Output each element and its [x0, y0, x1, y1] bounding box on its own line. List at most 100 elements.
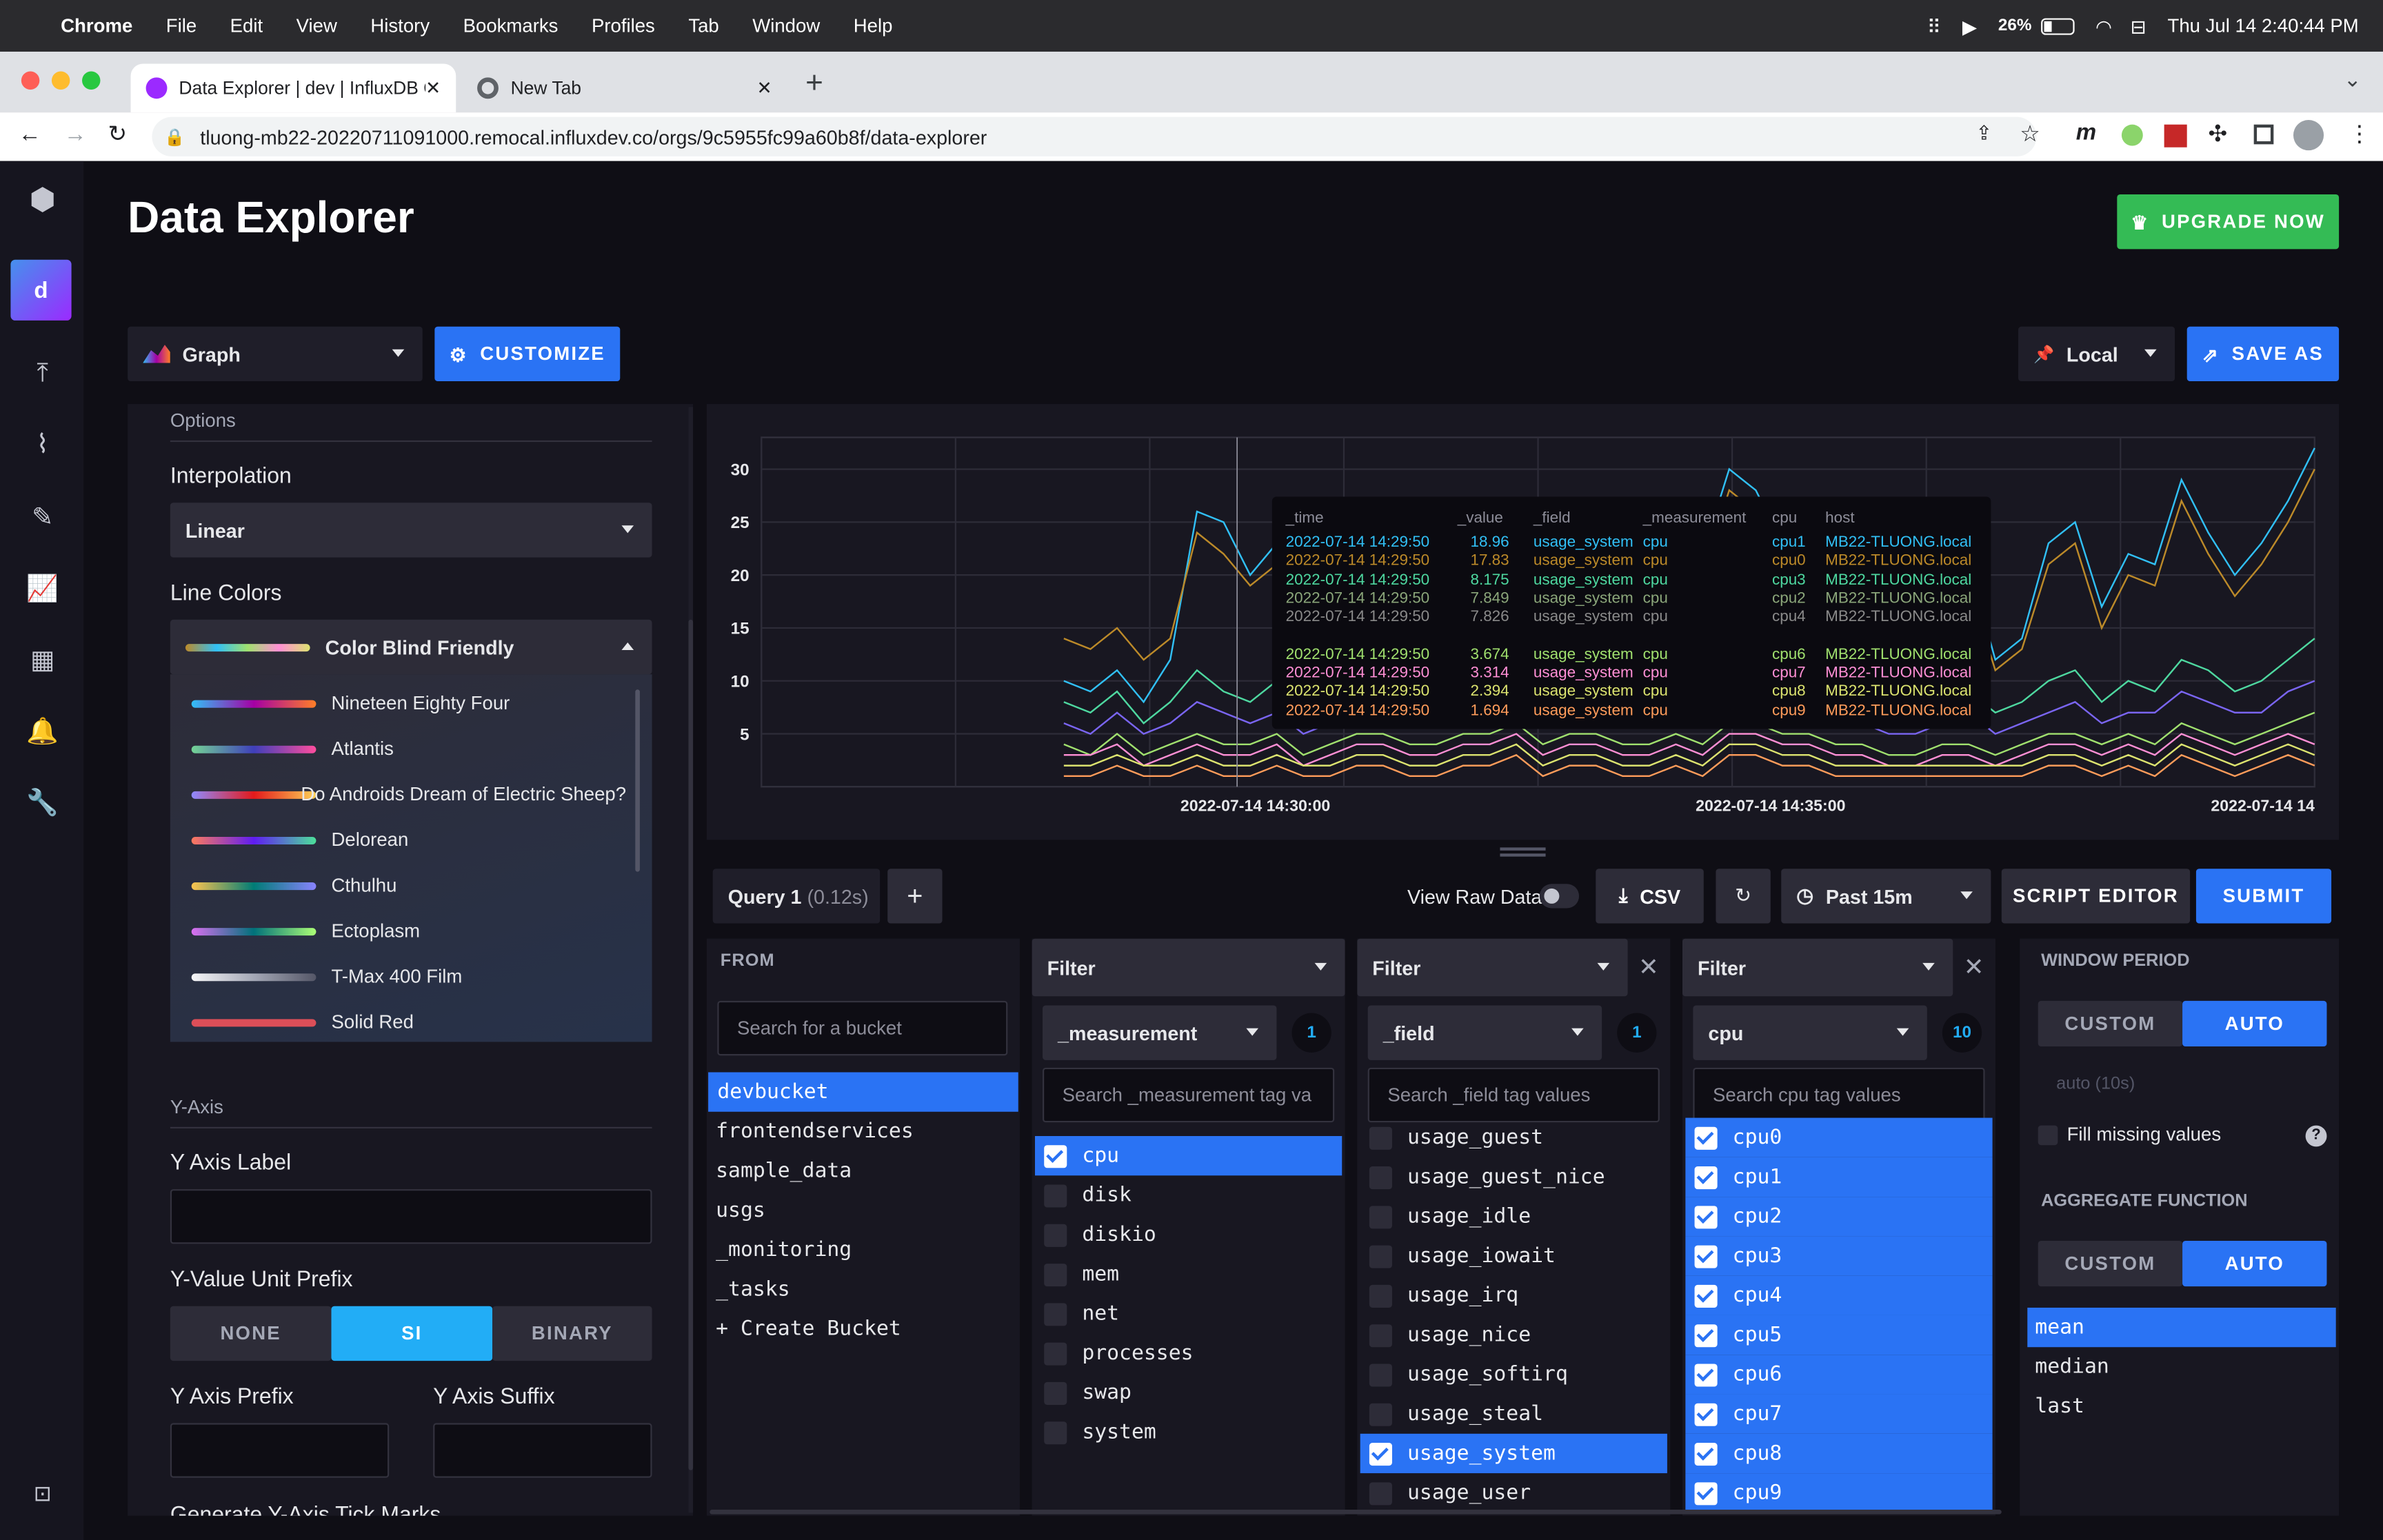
- dashboards-icon[interactable]: 📈: [26, 574, 59, 603]
- filter-value-item[interactable]: usage_guest_nice: [1360, 1157, 1667, 1197]
- view-raw-toggle[interactable]: [1539, 884, 1580, 909]
- palette-option[interactable]: T-Max 400 Film: [191, 963, 462, 991]
- series-line-cpu8[interactable]: [1063, 743, 2315, 767]
- filter-value-item[interactable]: cpu7: [1685, 1394, 1993, 1434]
- wifi-icon[interactable]: ◠: [2095, 16, 2113, 37]
- visualization-type-dropdown[interactable]: Graph: [128, 326, 423, 382]
- filter-value-item[interactable]: cpu4: [1685, 1275, 1993, 1315]
- filter-value-item[interactable]: system: [1035, 1412, 1342, 1452]
- field-key-dropdown[interactable]: _field: [1367, 1005, 1602, 1060]
- cpu-search-input[interactable]: Search cpu tag values: [1693, 1067, 1985, 1123]
- battery-icon[interactable]: [2040, 17, 2075, 34]
- menu-view[interactable]: View: [296, 15, 337, 37]
- back-icon[interactable]: ←: [18, 121, 41, 148]
- filter-value-item[interactable]: usage_softirq: [1360, 1355, 1667, 1394]
- menu-history[interactable]: History: [370, 15, 430, 37]
- add-query-button[interactable]: +: [887, 869, 943, 924]
- org-avatar[interactable]: d: [10, 259, 72, 321]
- options-scrollbar[interactable]: [688, 619, 694, 1470]
- filter-value-item[interactable]: cpu9: [1685, 1473, 1993, 1513]
- palette-option[interactable]: Cthulhu: [191, 872, 396, 900]
- collapse-nav-icon[interactable]: ⊡: [33, 1481, 52, 1506]
- series-line-cpu7[interactable]: [1063, 733, 2315, 767]
- profile-avatar-icon[interactable]: [2293, 120, 2324, 151]
- share-icon[interactable]: ⇪: [1975, 121, 1993, 145]
- menu-tab[interactable]: Tab: [688, 15, 719, 37]
- filter-value-item[interactable]: swap: [1035, 1373, 1342, 1412]
- upgrade-now-button[interactable]: ♛ UPGRADE NOW: [2117, 194, 2340, 250]
- tab-close-icon[interactable]: ✕: [425, 77, 441, 99]
- palette-scrollbar[interactable]: [635, 689, 640, 872]
- filter-value-item[interactable]: cpu5: [1685, 1315, 1993, 1355]
- alerts-bell-icon[interactable]: 🔔: [26, 716, 59, 746]
- menu-edit[interactable]: Edit: [230, 15, 263, 37]
- filter-function-dropdown[interactable]: Filter: [1032, 938, 1345, 997]
- filter-value-item[interactable]: usage_steal: [1360, 1395, 1667, 1434]
- tab-close-icon[interactable]: ✕: [756, 77, 772, 99]
- reload-icon[interactable]: ↻: [108, 121, 128, 148]
- address-bar[interactable]: 🔒 tluong-mb22-20220711091000.remocal.inf…: [152, 116, 2037, 156]
- menu-file[interactable]: File: [165, 15, 197, 37]
- customize-button[interactable]: ⚙ CUSTOMIZE: [434, 326, 621, 382]
- menu-bookmarks[interactable]: Bookmarks: [463, 15, 559, 37]
- help-question-icon[interactable]: ?: [2305, 1125, 2327, 1147]
- sidepanel-icon[interactable]: [2253, 124, 2274, 145]
- save-as-button[interactable]: ⇗ SAVE AS: [2186, 326, 2340, 382]
- tab-search-icon[interactable]: ⌄: [2343, 66, 2362, 92]
- window-auto-button[interactable]: AUTO: [2182, 1000, 2327, 1047]
- browser-tab-active[interactable]: Data Explorer | dev | InfluxDB C ✕: [130, 63, 456, 113]
- menu-help[interactable]: Help: [853, 15, 893, 37]
- extension-color-icon[interactable]: [2121, 124, 2143, 146]
- filter-function-dropdown[interactable]: Filter: [1357, 938, 1628, 997]
- filter-value-item[interactable]: cpu1: [1685, 1157, 1993, 1197]
- browser-tab-newtab[interactable]: New Tab ✕: [462, 64, 787, 113]
- query-tab[interactable]: Query 1 (0.12s): [712, 869, 881, 924]
- clock[interactable]: Thu Jul 14 2:40:44 PM: [2167, 15, 2359, 37]
- bucket-item[interactable]: devbucket: [708, 1072, 1018, 1112]
- filter-value-item[interactable]: cpu0: [1685, 1117, 1993, 1157]
- aggregate-auto-button[interactable]: AUTO: [2182, 1241, 2327, 1287]
- script-editor-button[interactable]: SCRIPT EDITOR: [2001, 869, 2191, 924]
- bucket-item[interactable]: + Create Bucket: [716, 1317, 901, 1341]
- window-minimize-icon[interactable]: [51, 71, 70, 90]
- bucket-item[interactable]: frontendservices: [716, 1119, 914, 1144]
- y-axis-suffix-input[interactable]: [433, 1423, 652, 1478]
- filter-value-item[interactable]: disk: [1035, 1175, 1342, 1215]
- filter-value-item[interactable]: cpu8: [1685, 1433, 1993, 1474]
- aggregate-custom-button[interactable]: CUSTOM: [2038, 1241, 2183, 1287]
- palette-option[interactable]: Atlantis: [191, 735, 394, 762]
- remove-filter-icon[interactable]: ✕: [1638, 955, 1659, 982]
- filter-value-item[interactable]: usage_guest: [1360, 1118, 1667, 1157]
- refresh-button[interactable]: ↻: [1716, 869, 1771, 924]
- series-line-cpu9[interactable]: [1063, 753, 2315, 778]
- measurement-search-input[interactable]: Search _measurement tag va: [1043, 1067, 1335, 1123]
- grid-icon[interactable]: ⠿: [1927, 16, 1941, 37]
- settings-wrench-icon[interactable]: 🔧: [26, 788, 59, 818]
- unit-binary-button[interactable]: BINARY: [492, 1306, 652, 1361]
- extension-m-icon[interactable]: m: [2075, 120, 2097, 146]
- cpu-key-dropdown[interactable]: cpu: [1693, 1005, 1927, 1060]
- window-custom-button[interactable]: CUSTOM: [2038, 1000, 2183, 1047]
- play-icon[interactable]: ▶: [1962, 16, 1978, 37]
- field-search-input[interactable]: Search _field tag values: [1367, 1067, 1660, 1123]
- load-data-upload-icon[interactable]: ⤒: [37, 358, 48, 387]
- new-tab-icon[interactable]: +: [805, 66, 823, 101]
- tasks-calendar-icon[interactable]: ▦: [30, 645, 55, 675]
- aggregate-function-item[interactable]: median: [2035, 1355, 2109, 1379]
- filter-value-item[interactable]: net: [1035, 1294, 1342, 1333]
- influxdb-logo-icon[interactable]: ⬢: [29, 183, 56, 218]
- filter-value-item[interactable]: usage_system: [1360, 1433, 1667, 1474]
- filter-value-item[interactable]: diskio: [1035, 1215, 1342, 1255]
- window-close-icon[interactable]: [21, 71, 40, 90]
- menu-window[interactable]: Window: [752, 15, 821, 37]
- filter-value-item[interactable]: usage_user: [1360, 1473, 1667, 1512]
- palette-option[interactable]: Ectoplasm: [191, 918, 420, 945]
- bucket-item[interactable]: _monitoring: [716, 1237, 852, 1262]
- builder-horizontal-scrollbar[interactable]: [710, 1509, 2002, 1514]
- filter-value-item[interactable]: processes: [1035, 1333, 1342, 1372]
- csv-download-button[interactable]: ⤓ CSV: [1596, 869, 1704, 924]
- bucket-item[interactable]: _tasks: [716, 1277, 790, 1302]
- filter-value-item[interactable]: cpu3: [1685, 1236, 1993, 1276]
- menu-profiles[interactable]: Profiles: [591, 15, 655, 37]
- measurement-key-dropdown[interactable]: _measurement: [1043, 1005, 1277, 1060]
